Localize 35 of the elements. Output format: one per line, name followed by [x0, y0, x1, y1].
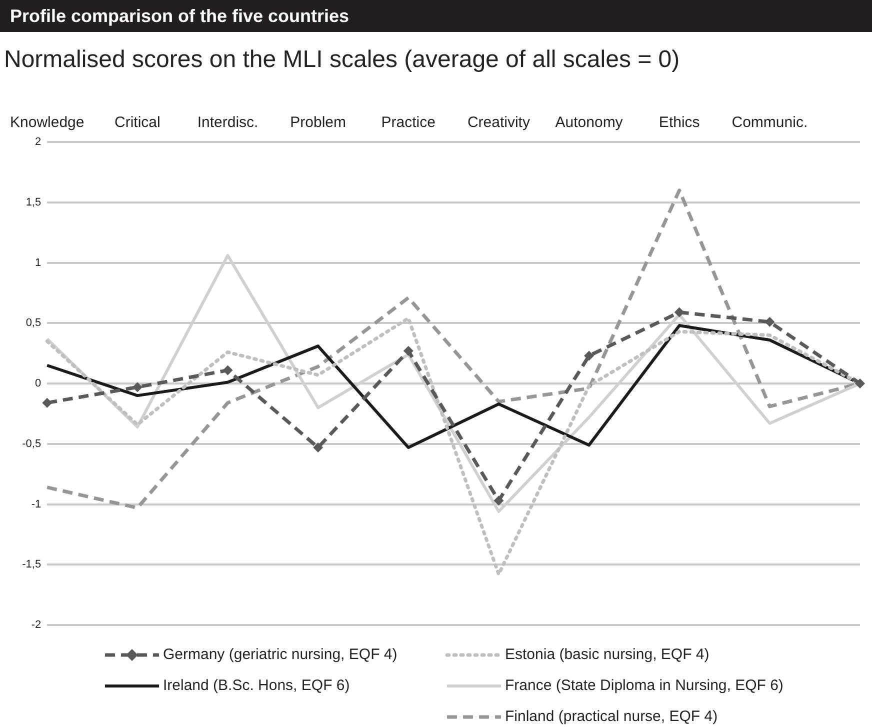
y-tick-label: 2 [34, 136, 42, 148]
legend-label: France (State Diploma in Nursing, EQF 6) [505, 677, 784, 694]
chart-title: Profile comparison of the five countries [0, 0, 872, 32]
x-tick-label: Autonomy [555, 114, 624, 132]
legend-label: Estonia (basic nursing, EQF 4) [505, 646, 710, 664]
point [855, 378, 865, 388]
x-tick-label: Ethics [658, 114, 700, 132]
x-tick-label: Interdisc. [197, 114, 258, 132]
y-tick-label: 0 [34, 378, 42, 390]
legend-label: Germany (geriatric nursing, EQF 4) [163, 646, 398, 664]
point [132, 382, 142, 392]
y-tick-label: 1 [34, 256, 42, 269]
y-tick-label: 1,5 [26, 196, 42, 208]
point [764, 316, 775, 327]
y-tick-label: 0,5 [26, 317, 42, 330]
point [222, 365, 233, 376]
x-tick-label: Knowledge [10, 114, 84, 132]
y-tick-label: -1 [31, 498, 42, 510]
legend-label: Ireland (B.Sc. Hons, EQF 6) [163, 677, 350, 694]
x-tick-label: Practice [381, 114, 436, 132]
point [584, 350, 594, 361]
y-tick-label: -0,5 [22, 438, 42, 450]
x-tick-label: Communic. [732, 114, 808, 132]
point [313, 442, 324, 452]
x-tick-label: Critical [114, 114, 160, 132]
x-tick-label: Creativity [467, 114, 530, 132]
point [42, 398, 52, 408]
point [494, 496, 504, 506]
point [403, 346, 414, 356]
point [674, 307, 684, 318]
y-tick-label: -2 [31, 619, 42, 632]
legend-label: Finland (practical nurse, EQF 4) [505, 708, 718, 726]
chart-subtitle: Normalised scores on the MLI scales (average of all scales = 0) [3, 45, 681, 75]
x-tick-label: Problem [290, 114, 346, 132]
y-tick-label: -1,5 [22, 558, 42, 571]
